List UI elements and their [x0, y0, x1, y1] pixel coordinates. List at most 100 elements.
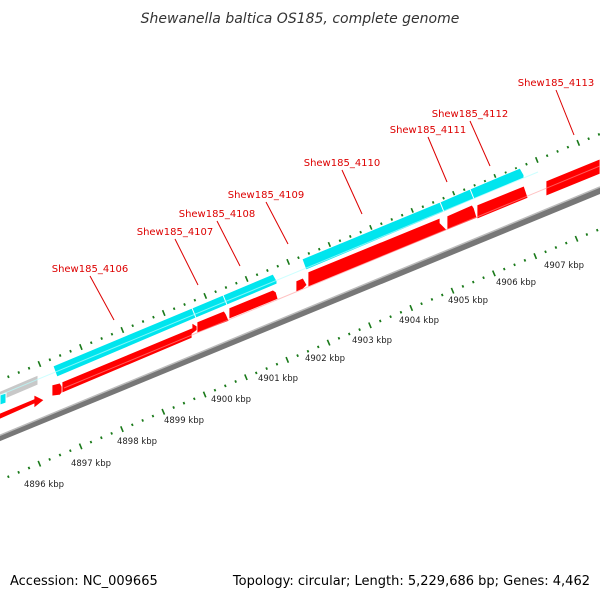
ruler-minor-tick — [89, 440, 93, 444]
forward-gene-arrow — [61, 322, 201, 394]
accession-text: Accession: NC_009665 — [10, 574, 158, 589]
ruler-major-tick — [409, 304, 414, 312]
forward-gene-arrow — [196, 310, 230, 334]
ruler-minor-tick — [276, 264, 280, 268]
ruler-minor-tick — [482, 276, 485, 280]
ruler-minor-tick — [378, 319, 382, 323]
gene-label: Shew185_4112 — [432, 109, 509, 120]
ruler-minor-tick — [7, 375, 10, 379]
ruler-minor-tick — [564, 241, 568, 245]
ruler-minor-tick — [307, 251, 311, 255]
ruler-minor-tick — [255, 273, 259, 277]
genome-summary-text: Topology: circular; Length: 5,229,686 bp… — [232, 574, 590, 589]
ruler-minor-tick — [347, 332, 351, 336]
ruler-minor-tick — [183, 303, 186, 306]
forward-gene-arrow — [228, 289, 279, 320]
ruler-label: 4901 kbp — [258, 374, 298, 384]
gene-labels: Shew185_4106 Shew185_4107 Shew185_4108 Shew… — [52, 78, 595, 275]
ruler-minor-tick — [566, 145, 570, 149]
forward-gene-arrow — [476, 185, 529, 220]
ruler-minor-tick — [27, 366, 31, 370]
ruler-major-tick — [202, 391, 207, 398]
ruler-minor-tick — [58, 453, 62, 457]
reverse-gene-segment — [469, 167, 525, 200]
ruler-major-tick — [534, 156, 539, 163]
ruler-minor-tick — [390, 217, 394, 221]
ruler-minor-tick — [597, 132, 600, 136]
ruler-minor-tick — [358, 328, 361, 332]
ruler-minor-tick — [224, 286, 228, 289]
gene-label-leader — [427, 136, 448, 183]
ruler-minor-tick — [266, 269, 269, 272]
ruler-minor-tick — [513, 263, 516, 267]
ruler-minor-tick — [473, 183, 476, 187]
gene-label: Shew185_4110 — [304, 158, 381, 169]
outer-ruler — [7, 132, 600, 379]
ruler-minor-tick — [421, 205, 425, 209]
ruler-minor-tick — [306, 349, 310, 353]
ruler-labels: 4896 kbp 4897 kbp 4898 kbp 4899 kbp 4900 kbp… — [24, 261, 584, 490]
ruler-minor-tick — [265, 367, 268, 371]
ruler-minor-tick — [213, 388, 217, 392]
ruler-minor-tick — [587, 137, 590, 141]
ruler-minor-tick — [440, 293, 444, 297]
ruler-major-tick — [120, 326, 125, 334]
gene-label-leader — [265, 201, 289, 245]
ruler-minor-tick — [17, 470, 20, 474]
ruler-major-tick — [79, 343, 83, 351]
ruler-major-tick — [161, 309, 166, 317]
ruler-minor-tick — [431, 200, 435, 204]
ruler-major-tick — [244, 275, 249, 283]
ruler-minor-tick — [483, 179, 487, 183]
ruler-label: 4904 kbp — [399, 316, 439, 326]
ruler-minor-tick — [316, 345, 320, 349]
gene-label-leader — [89, 275, 115, 321]
ruler-major-tick — [120, 425, 124, 433]
ruler-minor-tick — [235, 281, 238, 285]
ruler-minor-tick — [595, 228, 599, 232]
ruler-minor-tick — [275, 362, 279, 366]
gene-label: Shew185_4113 — [518, 78, 595, 89]
gene-label-leaders — [89, 89, 575, 321]
ruler-minor-tick — [100, 337, 103, 340]
ruler-major-tick — [286, 258, 291, 266]
ruler-major-tick — [574, 235, 579, 242]
ruler-minor-tick — [141, 320, 145, 323]
ruler-minor-tick — [556, 149, 559, 153]
ruler-minor-tick — [348, 234, 352, 238]
ruler-minor-tick — [338, 239, 342, 243]
ruler-minor-tick — [317, 247, 321, 251]
ruler-minor-tick — [7, 475, 10, 479]
ruler-major-tick — [37, 360, 42, 368]
ruler-minor-tick — [172, 406, 175, 409]
ruler-minor-tick — [523, 258, 527, 262]
ruler-minor-tick — [400, 213, 404, 217]
ruler-minor-tick — [48, 457, 51, 461]
ruler-minor-tick — [585, 233, 589, 236]
gene-label: Shew185_4111 — [390, 125, 467, 136]
gene-label-leader — [341, 169, 363, 215]
ruler-label: 4903 kbp — [352, 336, 392, 346]
ruler-minor-tick — [17, 371, 21, 374]
ruler-minor-tick — [58, 354, 62, 357]
gene-label: Shew185_4106 — [52, 264, 129, 275]
ruler-minor-tick — [462, 188, 466, 192]
gene-label: Shew185_4109 — [228, 190, 305, 201]
ruler-minor-tick — [471, 280, 475, 284]
ruler-minor-tick — [110, 431, 113, 435]
ruler-minor-tick — [131, 324, 135, 328]
ruler-minor-tick — [525, 162, 528, 166]
ruler-major-tick — [244, 374, 248, 381]
ruler-label: 4906 kbp — [496, 278, 536, 288]
forward-gene-arrow — [307, 217, 448, 288]
ruler-major-tick — [326, 339, 331, 346]
ruler-minor-tick — [69, 349, 72, 353]
ruler-minor-tick — [223, 384, 227, 388]
ruler-minor-tick — [502, 267, 506, 271]
map-title: Shewanella baltica OS185, complete genom… — [141, 11, 460, 27]
ruler-label: 4898 kbp — [117, 437, 157, 447]
ruler-major-tick — [37, 460, 42, 467]
ruler-minor-tick — [214, 290, 217, 294]
ruler-minor-tick — [193, 298, 197, 302]
